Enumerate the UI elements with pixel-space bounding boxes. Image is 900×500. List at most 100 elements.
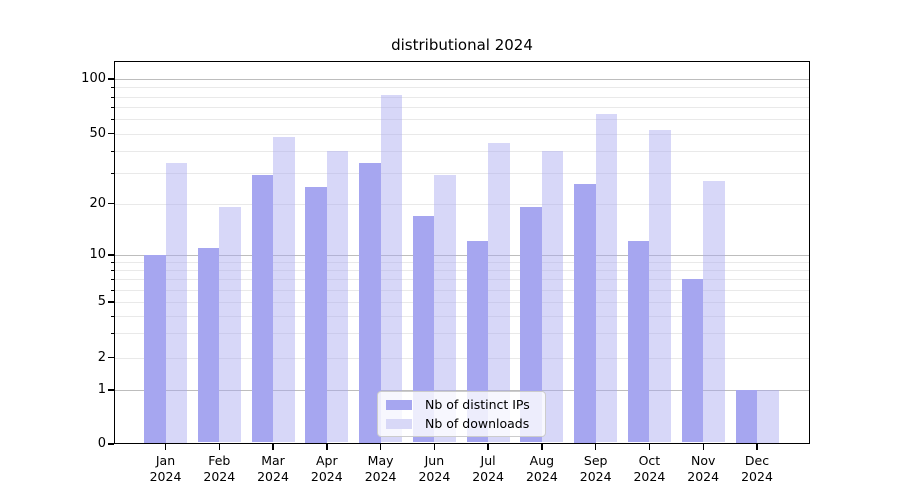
legend-swatch-downloads <box>386 418 412 429</box>
bar-downloads-feb <box>219 207 241 443</box>
y-minor-tick-mark-60 <box>110 119 114 121</box>
bar-distinct-ips-aug <box>520 207 542 443</box>
legend-label-downloads: Nb of downloads <box>425 416 530 431</box>
x-tick-mark-sep <box>594 444 597 450</box>
gridline-major-10 <box>114 255 810 256</box>
y-tick-mark-20 <box>108 202 114 205</box>
y-minor-tick-mark-40 <box>110 150 114 152</box>
y-tick-mark-100 <box>108 78 114 80</box>
y-tick-mark-1 <box>108 389 114 391</box>
y-minor-tick-mark-90 <box>110 87 114 89</box>
bar-distinct-ips-nov <box>681 279 704 443</box>
y-tick-mark-10 <box>108 254 114 256</box>
gridline-minor-2 <box>114 357 810 359</box>
x-tick-label-jan: Jan 2024 <box>149 453 182 484</box>
y-minor-tick-mark-9 <box>110 262 114 264</box>
bar-downloads-jun <box>434 175 456 443</box>
y-tick-label-1: 1 <box>97 382 106 397</box>
bar-distinct-ips-apr <box>305 186 327 443</box>
x-tick-label-may: May 2024 <box>364 453 397 484</box>
y-tick-mark-2 <box>108 356 114 359</box>
x-tick-label-jul: Jul 2024 <box>472 453 504 484</box>
bar-distinct-ips-oct <box>627 241 650 443</box>
bar-distinct-ips-feb <box>197 247 220 443</box>
bar-downloads-jan <box>165 163 187 443</box>
gridline-minor-70 <box>114 107 810 108</box>
gridline-minor-3 <box>114 332 810 334</box>
x-tick-mark-mar <box>272 444 274 450</box>
gridline-minor-90 <box>114 87 810 89</box>
bar-distinct-ips-may <box>359 163 381 443</box>
legend-label-distinct-ips: Nb of distinct IPs <box>425 397 530 412</box>
bar-distinct-ips-jun <box>412 215 435 443</box>
bar-distinct-ips-jan <box>144 255 166 443</box>
y-tick-label-2: 2 <box>97 349 106 365</box>
bar-downloads-nov <box>703 180 725 443</box>
x-tick-label-feb: Feb 2024 <box>203 453 236 484</box>
x-tick-label-mar: Mar 2024 <box>257 453 289 484</box>
x-tick-label-oct: Oct 2024 <box>633 453 666 484</box>
legend: Nb of distinct IPs Nb of downloads <box>377 391 546 437</box>
x-tick-mark-may <box>379 444 382 450</box>
bar-downloads-jul <box>488 143 510 443</box>
gridline-minor-9 <box>114 262 810 264</box>
legend-item-downloads: Nb of downloads <box>378 416 545 431</box>
chart-title: distributional 2024 <box>391 36 533 54</box>
y-minor-tick-mark-7 <box>110 279 114 281</box>
bar-downloads-apr <box>326 150 349 443</box>
bar-downloads-mar <box>273 136 295 443</box>
gridline-minor-30 <box>114 172 810 174</box>
y-tick-label-10: 10 <box>89 247 106 262</box>
x-tick-label-nov: Nov 2024 <box>687 453 720 484</box>
x-tick-mark-feb <box>218 444 220 450</box>
bar-downloads-dec <box>757 390 779 443</box>
y-tick-label-0: 0 <box>97 436 106 451</box>
y-tick-label-50: 50 <box>89 125 106 141</box>
x-tick-mark-oct <box>648 444 651 450</box>
x-tick-mark-jul <box>487 444 489 450</box>
gridline-minor-4 <box>114 315 810 317</box>
y-tick-label-100: 100 <box>81 71 106 86</box>
gridline-minor-60 <box>114 119 810 121</box>
gridline-major-1 <box>114 390 810 391</box>
x-tick-label-jun: Jun 2024 <box>418 453 451 484</box>
bar-downloads-may <box>380 94 403 443</box>
gridline-minor-80 <box>114 96 810 98</box>
y-minor-tick-mark-70 <box>110 107 114 108</box>
y-tick-mark-5 <box>108 301 114 303</box>
x-tick-label-dec: Dec 2024 <box>741 453 773 484</box>
bar-distinct-ips-mar <box>251 175 273 443</box>
legend-swatch-distinct-ips <box>386 399 412 410</box>
y-minor-tick-mark-4 <box>110 315 114 317</box>
y-minor-tick-mark-80 <box>110 96 114 98</box>
y-tick-mark-0 <box>108 443 114 445</box>
gridline-minor-40 <box>114 150 810 152</box>
x-tick-mark-jun <box>433 444 436 450</box>
gridline-minor-6 <box>114 289 810 291</box>
bar-downloads-sep <box>595 114 618 443</box>
y-tick-mark-50 <box>108 132 114 135</box>
bar-downloads-oct <box>649 130 671 443</box>
x-tick-label-sep: Sep 2024 <box>579 453 612 484</box>
y-minor-tick-mark-30 <box>110 172 114 174</box>
gridline-minor-8 <box>114 270 810 272</box>
gridline-minor-50 <box>114 133 810 135</box>
x-tick-mark-aug <box>541 444 543 450</box>
x-tick-mark-jan <box>164 444 167 450</box>
x-tick-mark-nov <box>702 444 704 450</box>
bar-distinct-ips-sep <box>574 183 596 443</box>
x-tick-label-aug: Aug 2024 <box>525 453 558 484</box>
gridline-minor-20 <box>114 203 810 205</box>
y-tick-label-20: 20 <box>89 195 106 211</box>
x-tick-label-apr: Apr 2024 <box>310 453 343 484</box>
y-minor-tick-mark-8 <box>110 270 114 272</box>
legend-item-distinct-ips: Nb of distinct IPs <box>378 397 545 412</box>
gridline-minor-7 <box>114 279 810 281</box>
x-tick-mark-apr <box>326 444 328 450</box>
bar-downloads-aug <box>541 150 564 443</box>
bar-distinct-ips-dec <box>735 390 757 443</box>
x-tick-mark-dec <box>756 444 758 450</box>
gridline-major-100 <box>114 79 810 80</box>
gridline-minor-5 <box>114 302 810 303</box>
